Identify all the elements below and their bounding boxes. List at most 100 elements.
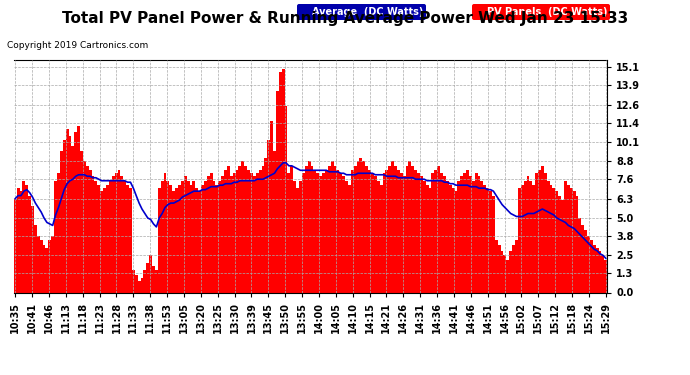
Bar <box>391 161 394 292</box>
Bar <box>201 185 204 292</box>
Bar <box>14 199 17 292</box>
Bar <box>224 170 227 292</box>
Bar <box>71 147 75 292</box>
Bar <box>457 181 460 292</box>
Bar <box>166 181 169 292</box>
Bar <box>555 191 558 292</box>
Bar <box>302 173 305 292</box>
Bar <box>319 176 322 292</box>
Bar <box>587 236 590 292</box>
Bar <box>175 188 178 292</box>
Bar <box>388 166 391 292</box>
Bar <box>103 188 106 292</box>
Bar <box>348 185 351 292</box>
Text: Copyright 2019 Cartronics.com: Copyright 2019 Cartronics.com <box>7 41 148 50</box>
Bar <box>152 266 155 292</box>
Bar <box>435 170 437 292</box>
Bar <box>357 161 359 292</box>
Bar <box>397 170 400 292</box>
Bar <box>218 181 221 292</box>
Legend: PV Panels  (DC Watts): PV Panels (DC Watts) <box>472 4 610 20</box>
Bar <box>28 196 31 292</box>
Bar <box>322 173 325 292</box>
Bar <box>250 173 253 292</box>
Bar <box>567 185 570 292</box>
Bar <box>233 173 235 292</box>
Bar <box>345 181 348 292</box>
Bar <box>279 72 282 292</box>
Bar <box>262 166 264 292</box>
Bar <box>158 188 161 292</box>
Bar <box>403 176 406 292</box>
Bar <box>526 176 529 292</box>
Bar <box>97 185 100 292</box>
Bar <box>210 173 213 292</box>
Bar <box>414 170 417 292</box>
Bar <box>431 173 435 292</box>
Bar <box>506 260 509 292</box>
Bar <box>144 270 146 292</box>
Bar <box>77 126 80 292</box>
Bar <box>428 188 431 292</box>
Bar <box>129 188 132 292</box>
Bar <box>267 141 270 292</box>
Bar <box>23 181 26 292</box>
Bar <box>146 263 149 292</box>
Bar <box>362 161 365 292</box>
Bar <box>83 161 86 292</box>
Bar <box>244 166 247 292</box>
Bar <box>497 245 501 292</box>
Bar <box>501 251 504 292</box>
Bar <box>31 206 34 292</box>
Bar <box>26 185 28 292</box>
Bar <box>288 173 290 292</box>
Bar <box>546 181 550 292</box>
Bar <box>57 173 60 292</box>
Bar <box>259 170 262 292</box>
Bar <box>333 166 337 292</box>
Bar <box>282 69 284 292</box>
Bar <box>253 176 256 292</box>
Bar <box>328 166 331 292</box>
Bar <box>359 158 362 292</box>
Bar <box>584 230 587 292</box>
Bar <box>512 245 515 292</box>
Bar <box>529 181 532 292</box>
Bar <box>184 176 186 292</box>
Bar <box>112 176 115 292</box>
Bar <box>43 245 46 292</box>
Bar <box>371 173 374 292</box>
Bar <box>239 166 241 292</box>
Bar <box>221 176 224 292</box>
Bar <box>264 158 267 292</box>
Bar <box>408 161 411 292</box>
Bar <box>541 166 544 292</box>
Bar <box>195 188 198 292</box>
Bar <box>227 166 230 292</box>
Bar <box>524 181 526 292</box>
Bar <box>575 196 578 292</box>
Bar <box>535 173 538 292</box>
Bar <box>325 170 328 292</box>
Bar <box>34 225 37 292</box>
Bar <box>207 176 210 292</box>
Bar <box>374 176 377 292</box>
Bar <box>296 188 299 292</box>
Bar <box>247 170 250 292</box>
Bar <box>509 251 512 292</box>
Bar <box>480 181 483 292</box>
Bar <box>164 173 166 292</box>
Bar <box>573 191 575 292</box>
Bar <box>558 196 561 292</box>
Bar <box>284 106 288 292</box>
Bar <box>380 185 382 292</box>
Bar <box>538 170 541 292</box>
Bar <box>241 161 244 292</box>
Bar <box>126 185 129 292</box>
Bar <box>305 166 308 292</box>
Bar <box>138 280 141 292</box>
Bar <box>60 151 63 292</box>
Bar <box>193 181 195 292</box>
Bar <box>521 185 524 292</box>
Bar <box>46 248 48 292</box>
